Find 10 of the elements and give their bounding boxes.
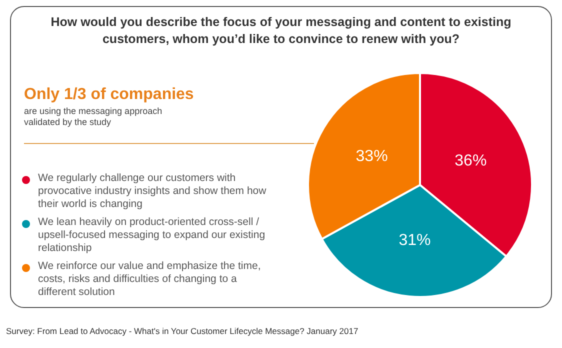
legend-label: We regularly challenge our customers with provocative industry insights and show them how their world is changing [38,172,268,211]
text: Only 1/3 of companies [24,86,194,104]
data-label: 36% [454,152,487,170]
chart-title: How would you describe the focus of your messaging and content to existing customers, whom you’d like to convince to renew with you? [50,14,512,48]
legend-label: We lean heavily on product-oriented cross-sell / upsell-focused messaging to expand our existing relationship [38,216,266,255]
text: Survey: From Lead to Advocacy - What's in Your Customer Lifecycle Message? January 2017 [6,326,358,336]
data-label: 33% [356,148,388,165]
legend-label: We reinforce our value and emphasize the time, costs, risks and difficulties of changing to a different solution [38,260,262,299]
data-label: 31% [398,232,431,250]
text: are using the messaging approach validated by the study [24,106,164,128]
